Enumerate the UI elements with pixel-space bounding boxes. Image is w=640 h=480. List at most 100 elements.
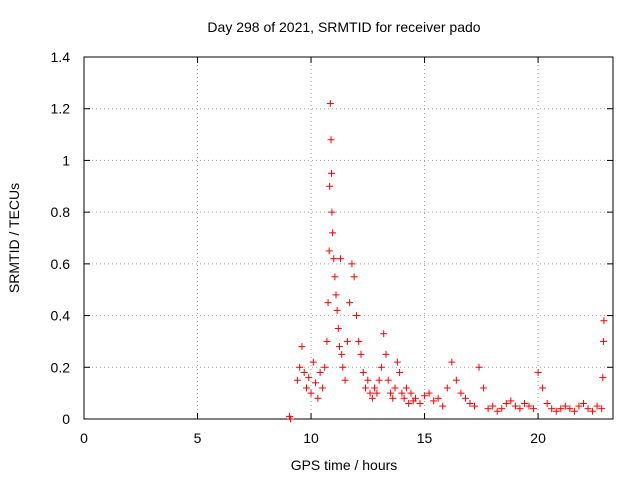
data-point bbox=[327, 169, 335, 177]
y-tick-label: 0.6 bbox=[51, 256, 71, 272]
data-point bbox=[575, 402, 583, 410]
data-point bbox=[480, 384, 488, 392]
data-point bbox=[330, 255, 338, 263]
data-point bbox=[321, 363, 329, 371]
data-point bbox=[430, 397, 438, 405]
data-point bbox=[443, 384, 451, 392]
x-tick-label: 10 bbox=[303, 430, 319, 446]
data-point bbox=[557, 405, 565, 413]
chart-title: Day 298 of 2021, SRMTID for receiver pad… bbox=[207, 19, 480, 35]
data-point bbox=[332, 291, 340, 299]
data-point bbox=[334, 325, 342, 332]
data-point bbox=[405, 399, 413, 407]
x-axis-label: GPS time / hours bbox=[291, 457, 398, 473]
data-point bbox=[507, 397, 515, 405]
data-point bbox=[352, 312, 360, 320]
x-tick-label: 0 bbox=[80, 430, 88, 446]
data-point bbox=[298, 343, 306, 351]
data-point bbox=[471, 402, 479, 410]
data-point bbox=[452, 376, 460, 384]
data-point bbox=[493, 407, 501, 415]
data-points bbox=[285, 100, 608, 423]
data-point bbox=[327, 136, 335, 144]
data-point bbox=[421, 392, 429, 400]
data-point bbox=[382, 350, 390, 358]
data-point bbox=[368, 394, 376, 402]
data-point bbox=[287, 415, 295, 423]
data-point bbox=[307, 389, 315, 397]
data-point bbox=[316, 368, 324, 376]
x-axis: 0 5 10 15 20 bbox=[80, 57, 546, 446]
grid-lines bbox=[84, 57, 613, 419]
data-point bbox=[457, 389, 465, 397]
data-point bbox=[364, 376, 372, 384]
y-axis-label: SRMTID / TECUs bbox=[6, 183, 22, 293]
data-point bbox=[387, 389, 395, 397]
data-point bbox=[589, 407, 597, 415]
data-point bbox=[300, 368, 308, 376]
data-point bbox=[366, 389, 374, 397]
data-point bbox=[599, 337, 607, 345]
data-point bbox=[520, 399, 528, 407]
data-point bbox=[411, 394, 419, 402]
data-point bbox=[561, 402, 569, 410]
data-point bbox=[434, 394, 442, 402]
data-point bbox=[338, 350, 346, 358]
data-point bbox=[350, 273, 358, 281]
data-point bbox=[466, 399, 474, 407]
data-point bbox=[439, 402, 447, 410]
data-point bbox=[346, 299, 354, 307]
y-tick-label: 1.2 bbox=[51, 101, 71, 117]
data-point bbox=[516, 405, 524, 413]
data-point bbox=[416, 399, 424, 407]
data-point bbox=[331, 273, 339, 281]
data-point bbox=[398, 389, 406, 397]
y-axis: 0 0.2 0.4 0.6 0.8 1 1.2 1.4 bbox=[51, 49, 613, 427]
data-point bbox=[552, 407, 560, 415]
data-point bbox=[511, 402, 519, 410]
y-tick-label: 0.4 bbox=[51, 308, 71, 324]
data-point bbox=[324, 299, 332, 307]
data-point bbox=[380, 330, 388, 338]
data-point bbox=[341, 376, 349, 384]
data-point bbox=[318, 384, 326, 392]
data-point bbox=[400, 394, 408, 402]
data-point bbox=[323, 337, 331, 345]
data-point bbox=[579, 399, 587, 407]
y-tick-label: 0.8 bbox=[51, 204, 71, 220]
data-point bbox=[335, 343, 343, 351]
data-point bbox=[598, 405, 606, 413]
data-point bbox=[293, 376, 301, 384]
data-point bbox=[396, 368, 404, 376]
data-point bbox=[314, 394, 322, 402]
y-tick-label: 1.4 bbox=[51, 49, 71, 65]
data-point bbox=[384, 376, 392, 384]
data-point bbox=[329, 229, 337, 237]
data-point bbox=[373, 389, 381, 397]
data-point bbox=[543, 399, 551, 407]
data-point bbox=[539, 384, 547, 392]
data-point bbox=[548, 405, 556, 413]
plot-frame bbox=[83, 56, 614, 420]
data-point bbox=[343, 337, 351, 345]
data-point bbox=[312, 379, 320, 387]
data-point bbox=[389, 394, 397, 402]
data-point bbox=[599, 374, 607, 382]
data-point bbox=[484, 405, 492, 413]
data-point bbox=[593, 402, 601, 410]
data-point bbox=[355, 337, 363, 345]
data-point bbox=[600, 317, 608, 325]
y-tick-label: 0.2 bbox=[51, 359, 71, 375]
data-point bbox=[475, 363, 483, 371]
data-point bbox=[348, 260, 356, 268]
data-point bbox=[305, 374, 313, 382]
data-point bbox=[425, 389, 433, 397]
y-tick-label: 0 bbox=[62, 411, 70, 427]
data-point bbox=[391, 384, 399, 392]
data-point bbox=[525, 402, 533, 410]
data-point bbox=[489, 402, 497, 410]
data-point bbox=[502, 399, 510, 407]
data-point bbox=[333, 306, 341, 314]
data-point bbox=[377, 363, 385, 371]
